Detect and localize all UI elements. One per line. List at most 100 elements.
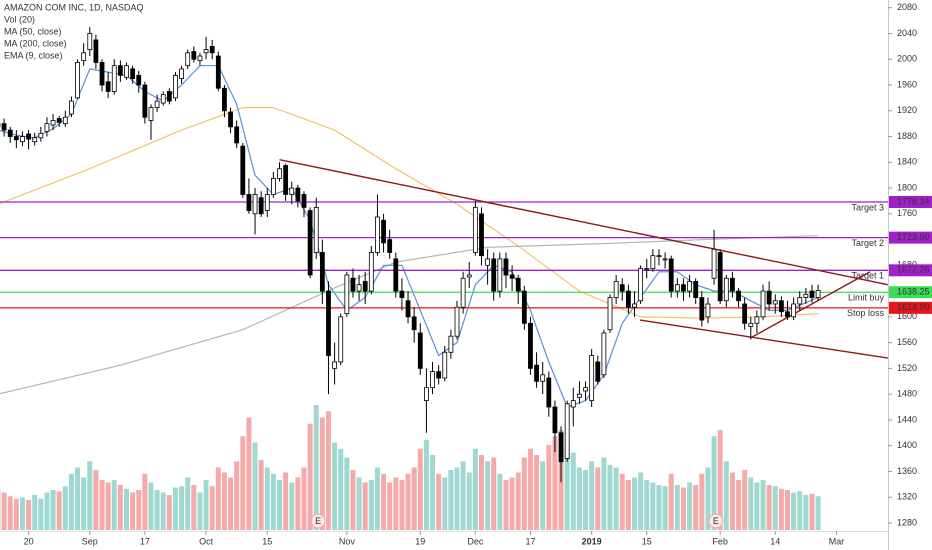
volume-bar <box>252 442 258 530</box>
level-price-box <box>889 286 932 299</box>
volume-bar <box>711 436 717 530</box>
y-tick-label: 2000 <box>897 54 917 64</box>
level-name: Target 1 <box>851 271 884 281</box>
volume-bar <box>748 477 754 530</box>
volume-bar <box>466 472 472 530</box>
trend-line <box>749 271 871 339</box>
candle-body <box>803 293 809 298</box>
volume-bar <box>760 480 766 530</box>
volume-bar <box>44 492 50 530</box>
volume-bar <box>601 457 607 530</box>
candle-body <box>656 255 662 258</box>
candle-body <box>252 194 258 215</box>
volume-bar <box>374 467 380 530</box>
candle-body <box>1 123 7 131</box>
volume-bar <box>815 496 821 530</box>
candle-body <box>362 281 368 292</box>
candle-body <box>687 281 692 292</box>
volume-bar <box>209 486 215 530</box>
candle-body <box>662 258 668 261</box>
volume-bar <box>436 473 442 530</box>
x-tick-label: 14 <box>770 536 780 546</box>
earnings-marker <box>708 513 724 529</box>
y-tick-label: 1600 <box>897 311 917 321</box>
y-tick-label: 1760 <box>897 208 917 218</box>
candle-body <box>503 258 509 276</box>
level-price-label: 1638.25 <box>897 287 930 297</box>
trend-line <box>639 319 888 359</box>
volume-bar <box>546 445 552 530</box>
volume-bar <box>399 480 405 530</box>
volume-bar <box>75 467 81 530</box>
volume-bar <box>497 473 503 530</box>
candle-body <box>515 277 521 292</box>
candle-body <box>466 274 472 278</box>
volume-bar <box>589 461 595 530</box>
candle-body <box>258 197 264 215</box>
legend-entry: MA (50, close) <box>4 26 62 36</box>
volume-bar <box>766 485 772 530</box>
candle-body <box>791 303 797 318</box>
earnings-marker <box>310 513 326 529</box>
legend-entry: Vol (20) <box>4 14 35 24</box>
level-price-box <box>889 231 932 244</box>
earnings-label: E <box>713 516 719 526</box>
volume-bar <box>723 461 729 530</box>
candle-body <box>424 387 429 401</box>
candle-body <box>772 300 778 305</box>
candle-body <box>448 335 454 353</box>
candle-body <box>711 248 717 279</box>
x-tick-label: 2019 <box>582 536 602 546</box>
volume-bar <box>491 457 497 530</box>
candle-body <box>222 87 227 112</box>
volume-bar <box>613 467 619 530</box>
volume-bar <box>625 480 631 530</box>
x-tick-label: Dec <box>467 536 484 546</box>
volume-bar <box>105 482 111 530</box>
volume-bar <box>185 477 191 530</box>
candle-body <box>748 322 754 327</box>
candle-body <box>99 62 105 86</box>
volume-bar <box>503 480 509 530</box>
candle-body <box>7 129 13 137</box>
candle-body <box>26 133 31 140</box>
x-tick-label: 17 <box>525 536 535 546</box>
volume-bar <box>485 461 491 530</box>
candle-body <box>75 62 80 99</box>
volume-bar <box>234 461 240 530</box>
volume-bar <box>81 477 87 530</box>
candle-body <box>742 303 748 324</box>
candle-body <box>534 364 539 382</box>
volume-bar <box>26 500 32 530</box>
candle-body <box>797 297 803 305</box>
candle-body <box>699 297 705 321</box>
candle-body <box>148 107 154 121</box>
candle-body <box>289 187 295 195</box>
candle-body <box>613 281 619 298</box>
volume-bar <box>576 467 582 530</box>
volume-bar <box>99 480 105 530</box>
y-tick-label: 2080 <box>897 2 917 12</box>
candle-body <box>436 371 442 379</box>
y-tick-label: 1840 <box>897 157 917 167</box>
volume-bar <box>809 493 815 530</box>
level-price-label: 1778.34 <box>897 196 930 206</box>
candle-body <box>589 355 595 401</box>
volume-bar <box>631 477 637 530</box>
volume-bar <box>93 470 99 530</box>
candle-body <box>209 45 215 54</box>
candle-body <box>454 306 460 337</box>
candle-body <box>766 290 772 305</box>
x-tick-label: 15 <box>262 536 272 546</box>
volume-bar <box>583 470 589 530</box>
volume-bar <box>38 498 44 530</box>
candle-body <box>393 258 399 292</box>
volume-bar <box>736 480 742 530</box>
candle-body <box>136 74 142 86</box>
candle-body <box>564 403 570 459</box>
volume-bar <box>729 472 735 530</box>
volume-bar <box>68 473 74 530</box>
candle-body <box>760 290 766 318</box>
level-name: Stop loss <box>847 308 885 318</box>
